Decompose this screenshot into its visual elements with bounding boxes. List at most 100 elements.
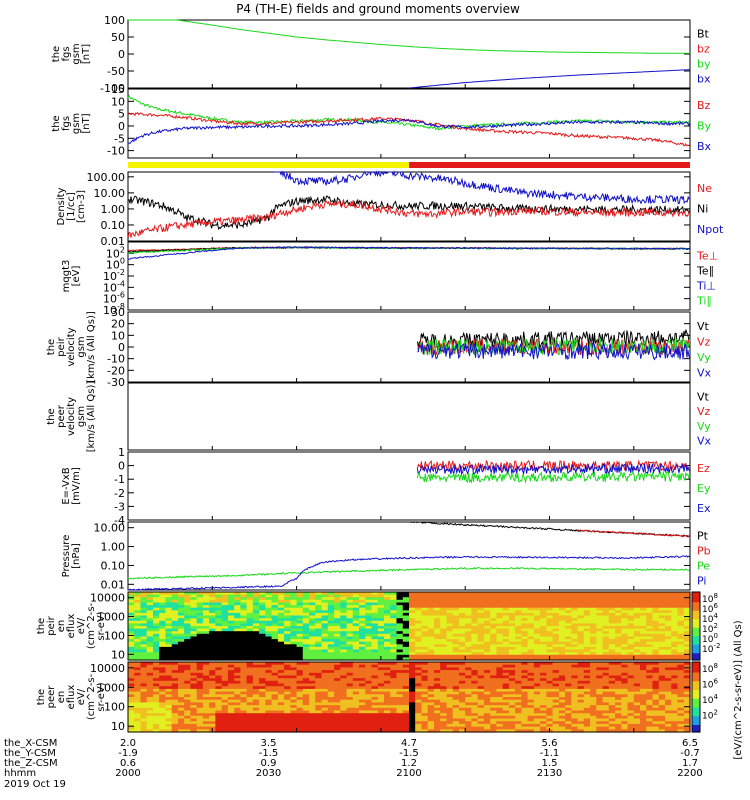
heatmap-cell xyxy=(352,636,360,640)
heatmap-cell xyxy=(377,710,385,714)
heatmap-cell xyxy=(153,628,160,632)
colorbar-tick-label: 102 xyxy=(702,622,718,635)
heatmap-cell xyxy=(221,683,229,687)
heatmap-cell xyxy=(658,644,666,648)
heatmap-cell xyxy=(552,626,560,630)
heatmap-cell xyxy=(309,726,316,730)
heatmap-cell xyxy=(677,623,685,627)
heatmap-cell xyxy=(596,633,604,637)
heatmap-cell xyxy=(277,623,285,627)
heatmap-cell xyxy=(159,607,166,611)
heatmap-cell xyxy=(652,628,660,632)
heatmap-cell xyxy=(527,631,535,635)
heatmap-cell xyxy=(252,610,260,614)
heatmap-cell xyxy=(321,592,329,596)
heatmap-cell xyxy=(477,707,485,712)
heatmap-cell xyxy=(165,652,173,656)
heatmap-cell xyxy=(515,623,522,627)
y-axis-label: Density [1/cc] [cm-3] xyxy=(56,187,87,225)
heatmap-cell xyxy=(427,699,435,703)
heatmap-cell xyxy=(477,631,485,635)
heatmap-cell xyxy=(583,644,591,648)
heatmap-cell xyxy=(365,680,373,685)
heatmap-cell xyxy=(209,670,216,674)
heatmap-cell xyxy=(477,688,485,693)
heatmap-cell xyxy=(159,594,166,598)
heatmap-cell xyxy=(683,710,691,714)
heatmap-cell xyxy=(165,615,173,619)
heatmap-cell xyxy=(658,631,666,635)
heatmap-cell xyxy=(390,662,398,666)
heatmap-cell xyxy=(146,707,154,712)
heatmap-cell xyxy=(246,657,254,661)
heatmap-cell xyxy=(396,623,404,627)
heatmap-cell xyxy=(171,610,179,614)
heatmap-cell xyxy=(533,628,541,632)
heatmap-cell xyxy=(296,602,304,606)
heatmap-cell xyxy=(546,662,554,666)
heatmap-cell xyxy=(446,597,454,601)
heatmap-cell xyxy=(290,599,298,603)
heatmap-cell xyxy=(178,675,185,679)
heatmap-cell xyxy=(558,602,566,606)
heatmap-cell xyxy=(665,633,672,637)
heatmap-cell xyxy=(140,633,148,637)
heatmap-cell xyxy=(427,662,435,666)
heatmap-cell xyxy=(134,670,141,674)
heatmap-cell xyxy=(527,633,535,637)
heatmap-cell xyxy=(477,715,485,720)
heatmap-cell xyxy=(521,623,529,627)
colorbar-tick-label: 108 xyxy=(702,592,718,605)
heatmap-cell xyxy=(409,710,416,714)
heatmap-cell xyxy=(533,678,541,682)
heatmap-cell xyxy=(533,594,541,598)
heatmap-cell xyxy=(577,605,585,609)
heatmap-cell xyxy=(477,683,485,687)
heatmap-cell xyxy=(583,699,591,703)
heatmap-cell xyxy=(184,723,191,728)
heatmap-cell xyxy=(558,597,566,601)
heatmap-cell xyxy=(590,599,597,603)
heatmap-cell xyxy=(234,678,241,682)
heatmap-cell xyxy=(665,672,672,677)
heatmap-cell xyxy=(346,718,354,722)
heatmap-cell xyxy=(402,715,410,720)
heatmap-cell xyxy=(296,675,304,679)
heatmap-cell xyxy=(652,602,660,606)
heatmap-cell xyxy=(265,639,273,643)
heatmap-cell xyxy=(409,729,416,733)
heatmap-cell xyxy=(459,707,466,712)
heatmap-cell xyxy=(159,707,166,712)
heatmap-cell xyxy=(209,631,216,635)
heatmap-cell xyxy=(533,612,541,617)
heatmap-cell xyxy=(627,718,635,722)
heatmap-cell xyxy=(140,702,148,706)
heatmap-cell xyxy=(640,694,647,698)
heatmap-cell xyxy=(384,620,391,624)
heatmap-cell xyxy=(440,597,447,601)
heatmap-cell xyxy=(259,702,266,706)
heatmap-cell xyxy=(658,657,666,661)
heatmap-cell xyxy=(621,670,629,674)
heatmap-cell xyxy=(477,646,485,651)
heatmap-cell xyxy=(477,678,485,682)
heatmap-cell xyxy=(596,688,604,693)
heatmap-cell xyxy=(558,626,566,630)
y-tick-label: 0 xyxy=(118,341,125,354)
heatmap-cell xyxy=(421,628,429,632)
heatmap-cell xyxy=(346,610,354,614)
heatmap-cell xyxy=(515,710,522,714)
heatmap-cell xyxy=(490,594,497,598)
heatmap-cell xyxy=(508,670,516,674)
heatmap-cell xyxy=(452,592,460,596)
heatmap-cell xyxy=(153,702,160,706)
heatmap-cell xyxy=(577,594,585,598)
heatmap-cell xyxy=(583,672,591,677)
heatmap-cell xyxy=(190,594,198,598)
y-tick-label: 0 xyxy=(118,120,125,133)
heatmap-cell xyxy=(284,664,291,668)
heatmap-cell xyxy=(502,718,510,722)
heatmap-cell xyxy=(571,605,579,609)
heatmap-cell xyxy=(471,631,479,635)
heatmap-cell xyxy=(646,675,654,679)
